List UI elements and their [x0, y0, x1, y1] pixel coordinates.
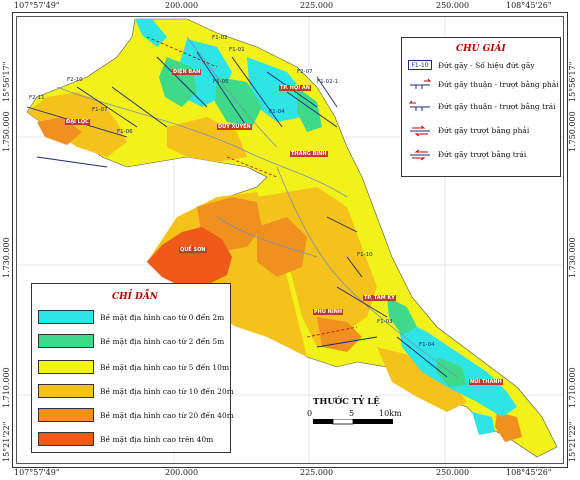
fault-label-f1-02: F1-02	[212, 35, 228, 41]
coord-top-left: 107°57'49"	[14, 1, 60, 10]
map-panel: ĐIỆN BÀN TP. HỘI AN ĐẠI LỘC DUY XUYÊN TH…	[16, 16, 564, 464]
elevation-label-0: Bề mặt địa hình cao từ 0 đến 2m	[100, 313, 225, 322]
swatch-5-10m	[38, 360, 94, 374]
fault-legend-label-4: Đứt gãy trượt bằng trái	[438, 150, 527, 159]
y-tick-left-1: 1.730.000	[2, 237, 11, 278]
coord-left-top: 15°56'17"	[2, 61, 11, 102]
fault-label-f1-10: F1-10	[357, 252, 373, 258]
map-outer-frame	[12, 12, 568, 468]
fault-label-f1-05: F1-05	[213, 79, 229, 85]
strike-slip-right-icon	[410, 125, 430, 137]
x-tick-bottom-2: 250.000	[436, 468, 470, 477]
scale-title: THƯỚC TỶ LỆ	[313, 397, 380, 407]
elevation-label-5: Bề mặt địa hình cao trên 40m	[100, 435, 214, 444]
elevation-above-40m-zone	[147, 227, 232, 287]
scale-label-10km: 10km	[379, 409, 402, 418]
coord-right-top: 15°56'17"	[568, 61, 577, 102]
swatch-2-5m	[38, 334, 94, 348]
place-dai-loc: ĐẠI LỘC	[65, 119, 90, 125]
fault-legend-label-1: Đứt gãy thuận - trượt bằng phải	[438, 80, 559, 89]
fault-label-f1-06: F1-06	[117, 129, 133, 135]
fault-legend-label-2: Đứt gãy thuận - trượt bằng trái	[438, 102, 556, 111]
x-tick-top-2: 250.000	[436, 1, 470, 10]
x-tick-top-1: 225.000	[300, 1, 334, 10]
y-tick-left-0: 1.750.000	[2, 111, 11, 152]
fault-label-f1-02-1: F1-02-1	[317, 79, 339, 85]
fault-label-f2-07: F2-07	[297, 69, 313, 75]
place-dien-ban: ĐIỆN BÀN	[172, 69, 202, 75]
place-que-son: QUẾ SƠN	[179, 247, 207, 253]
elevation-label-1: Bề mặt địa hình cao từ 2 đến 5m	[100, 337, 225, 346]
x-tick-bottom-0: 200.000	[165, 468, 199, 477]
elevation-legend: CHỈ DẪN Bề mặt địa hình cao từ 0 đến 2m …	[31, 283, 234, 453]
fault-label-f1-04: F1-04	[269, 109, 285, 115]
place-duy-xuyen: DUY XUYÊN	[217, 124, 252, 130]
map-canvas	[17, 17, 563, 463]
place-nui-thanh: NÚI THÀNH	[469, 379, 503, 385]
fault-lines	[26, 51, 448, 378]
scale-label-5: 5	[349, 409, 355, 418]
x-tick-top-0: 200.000	[165, 1, 199, 10]
swatch-10-20m	[38, 384, 94, 398]
place-tam-ky: TP. TAM KỲ	[363, 295, 396, 301]
scale-bar: THƯỚC TỶ LỆ 0 5 10km	[303, 397, 403, 447]
y-tick-left-2: 1.710.000	[2, 367, 11, 408]
place-thang-binh: THĂNG BÌNH	[290, 151, 328, 157]
fault-legend-label-3: Đứt gãy trượt bằng phải	[438, 126, 530, 135]
fault-legend-title: CHÚ GIẢI	[456, 44, 506, 54]
place-phu-ninh: PHÚ NINH	[313, 309, 344, 315]
place-hoi-an: TP. HỘI AN	[279, 85, 311, 91]
fault-label-f1-04b: F1-04	[419, 342, 435, 348]
thrust-right-fault-icon	[410, 78, 432, 89]
coord-top-right: 108°45'26"	[506, 1, 552, 10]
fault-label-f2-10: F2-10	[67, 77, 83, 83]
coord-right-bottom: 15°21'22"	[568, 421, 577, 462]
roads-rivers	[56, 36, 458, 378]
fault-id-symbol: F1-10	[408, 60, 432, 70]
elevation-legend-title: CHỈ DẪN	[112, 292, 159, 302]
thrust-left-fault-icon	[408, 100, 430, 111]
elevation-label-2: Bề mặt địa hình cao từ 5 đến 10m	[100, 363, 230, 372]
fault-label-f1-07: F1-07	[92, 107, 108, 113]
coord-bottom-right: 108°45'26"	[506, 468, 552, 477]
elevation-label-4: Bề mặt địa hình cao từ 20 đến 40m	[100, 411, 234, 420]
coord-bottom-left: 107°57'49"	[14, 468, 60, 477]
fault-label-f2-11: F2-11	[29, 95, 45, 101]
coord-left-bottom: 15°21'22"	[2, 421, 11, 462]
x-tick-bottom-1: 225.000	[300, 468, 334, 477]
elevation-label-3: Bề mặt địa hình cao từ 10 đến 20m	[100, 387, 234, 396]
swatch-above-40m	[38, 432, 94, 446]
y-tick-right-0: 1.750.000	[568, 111, 577, 152]
strike-slip-left-icon	[410, 149, 430, 161]
scale-bar-graphic	[313, 419, 393, 425]
y-tick-right-1: 1.730.000	[568, 237, 577, 278]
y-tick-right-2: 1.710.000	[568, 367, 577, 408]
fault-label-f1-01: F1-01	[229, 47, 245, 53]
scale-label-0: 0	[307, 409, 313, 418]
swatch-20-40m	[38, 408, 94, 422]
swatch-0-2m	[38, 310, 94, 324]
fault-lines-secondary	[146, 36, 358, 338]
fault-label-f1-03: F1-03	[377, 319, 393, 325]
fault-legend-label-0: Đứt gãy - Số hiệu đứt gãy	[438, 61, 535, 70]
fault-legend: CHÚ GIẢI F1-10 Đứt gãy - Số hiệu đứt gãy…	[401, 37, 561, 177]
